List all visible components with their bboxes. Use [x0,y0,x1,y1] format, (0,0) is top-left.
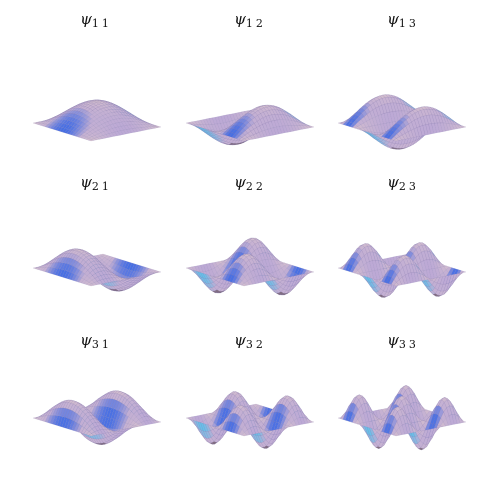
surface-patch [112,257,118,264]
surface-patch [308,271,315,274]
surface-plot-psi-33 [337,385,467,451]
surface-patch [448,267,455,275]
surface-patch [141,266,147,273]
surface-patch [308,125,315,128]
surface-patch [155,126,162,128]
surface-patch [107,256,113,261]
surface-plot-psi-11 [32,99,162,142]
surface-patch [131,263,137,272]
surface-patch [284,263,291,269]
surface-patch [291,265,298,274]
surface-plot-psi-32 [185,391,315,449]
surface-patch [286,264,293,271]
surface-patch [294,266,300,275]
surface-patch [460,125,467,128]
surface-patch [296,267,303,275]
surface-patch [124,261,130,270]
surface-plot-psi-22 [185,237,315,296]
surface-patch [155,420,162,423]
surface-plot-psi-31 [32,390,162,445]
surface-patch [155,271,162,273]
surface-patch [460,271,467,275]
surface-plot-psi-12 [185,104,315,146]
surface-patch [255,404,261,411]
surface-patch [262,406,269,418]
surface-patch [458,123,464,127]
surface-patch [153,125,159,127]
surface-patch [150,123,157,126]
surface-plot-psi-23 [337,242,467,298]
surface-patch [145,268,152,273]
surface-patch [153,418,159,422]
surface-patch [252,403,259,408]
surface-patch [446,266,452,273]
surface-patch [443,265,450,270]
surface-plot-psi-21 [32,248,162,292]
surface-patch [148,122,154,125]
surface-plot-psi-13 [337,94,467,150]
